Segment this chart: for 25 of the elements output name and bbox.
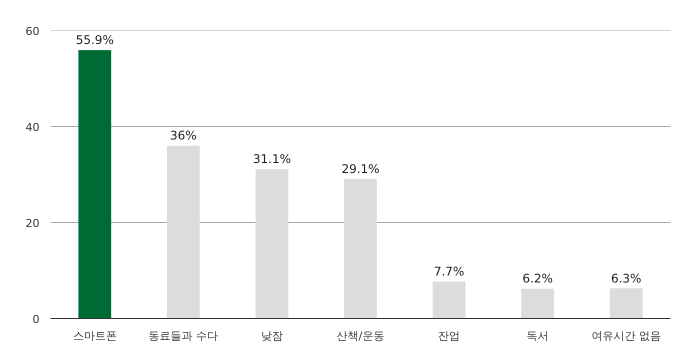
bar	[344, 178, 377, 318]
bar	[166, 146, 200, 318]
x-tick-label: 스마트폰	[72, 330, 117, 342]
data-label: 55.9%	[76, 33, 114, 48]
data-label: 6.3%	[610, 271, 642, 286]
y-tick-label: 40	[26, 121, 40, 134]
bar	[256, 169, 288, 318]
bar	[78, 50, 112, 318]
data-label: 29.1%	[341, 162, 380, 176]
x-tick-label: 동료들과 수다	[148, 330, 218, 342]
x-tick-label: 낮잠	[260, 330, 283, 342]
x-tick-label: 산책/운동	[336, 330, 384, 342]
y-tick-label: 60	[26, 25, 40, 38]
data-label: 31.1%	[252, 152, 291, 166]
data-label: 6.2%	[522, 272, 553, 286]
data-label: 7.7%	[434, 264, 464, 279]
x-tick-label: 독서	[526, 330, 549, 342]
data-label: 36%	[170, 128, 197, 143]
x-tick-label: 여유시간 없음	[591, 330, 661, 342]
x-tick-label: 잔업	[438, 330, 460, 342]
y-tick-label: 0	[32, 313, 40, 326]
bar	[610, 288, 643, 318]
bar	[521, 288, 554, 318]
y-tick-label: 20	[26, 217, 40, 230]
bar	[432, 282, 466, 318]
